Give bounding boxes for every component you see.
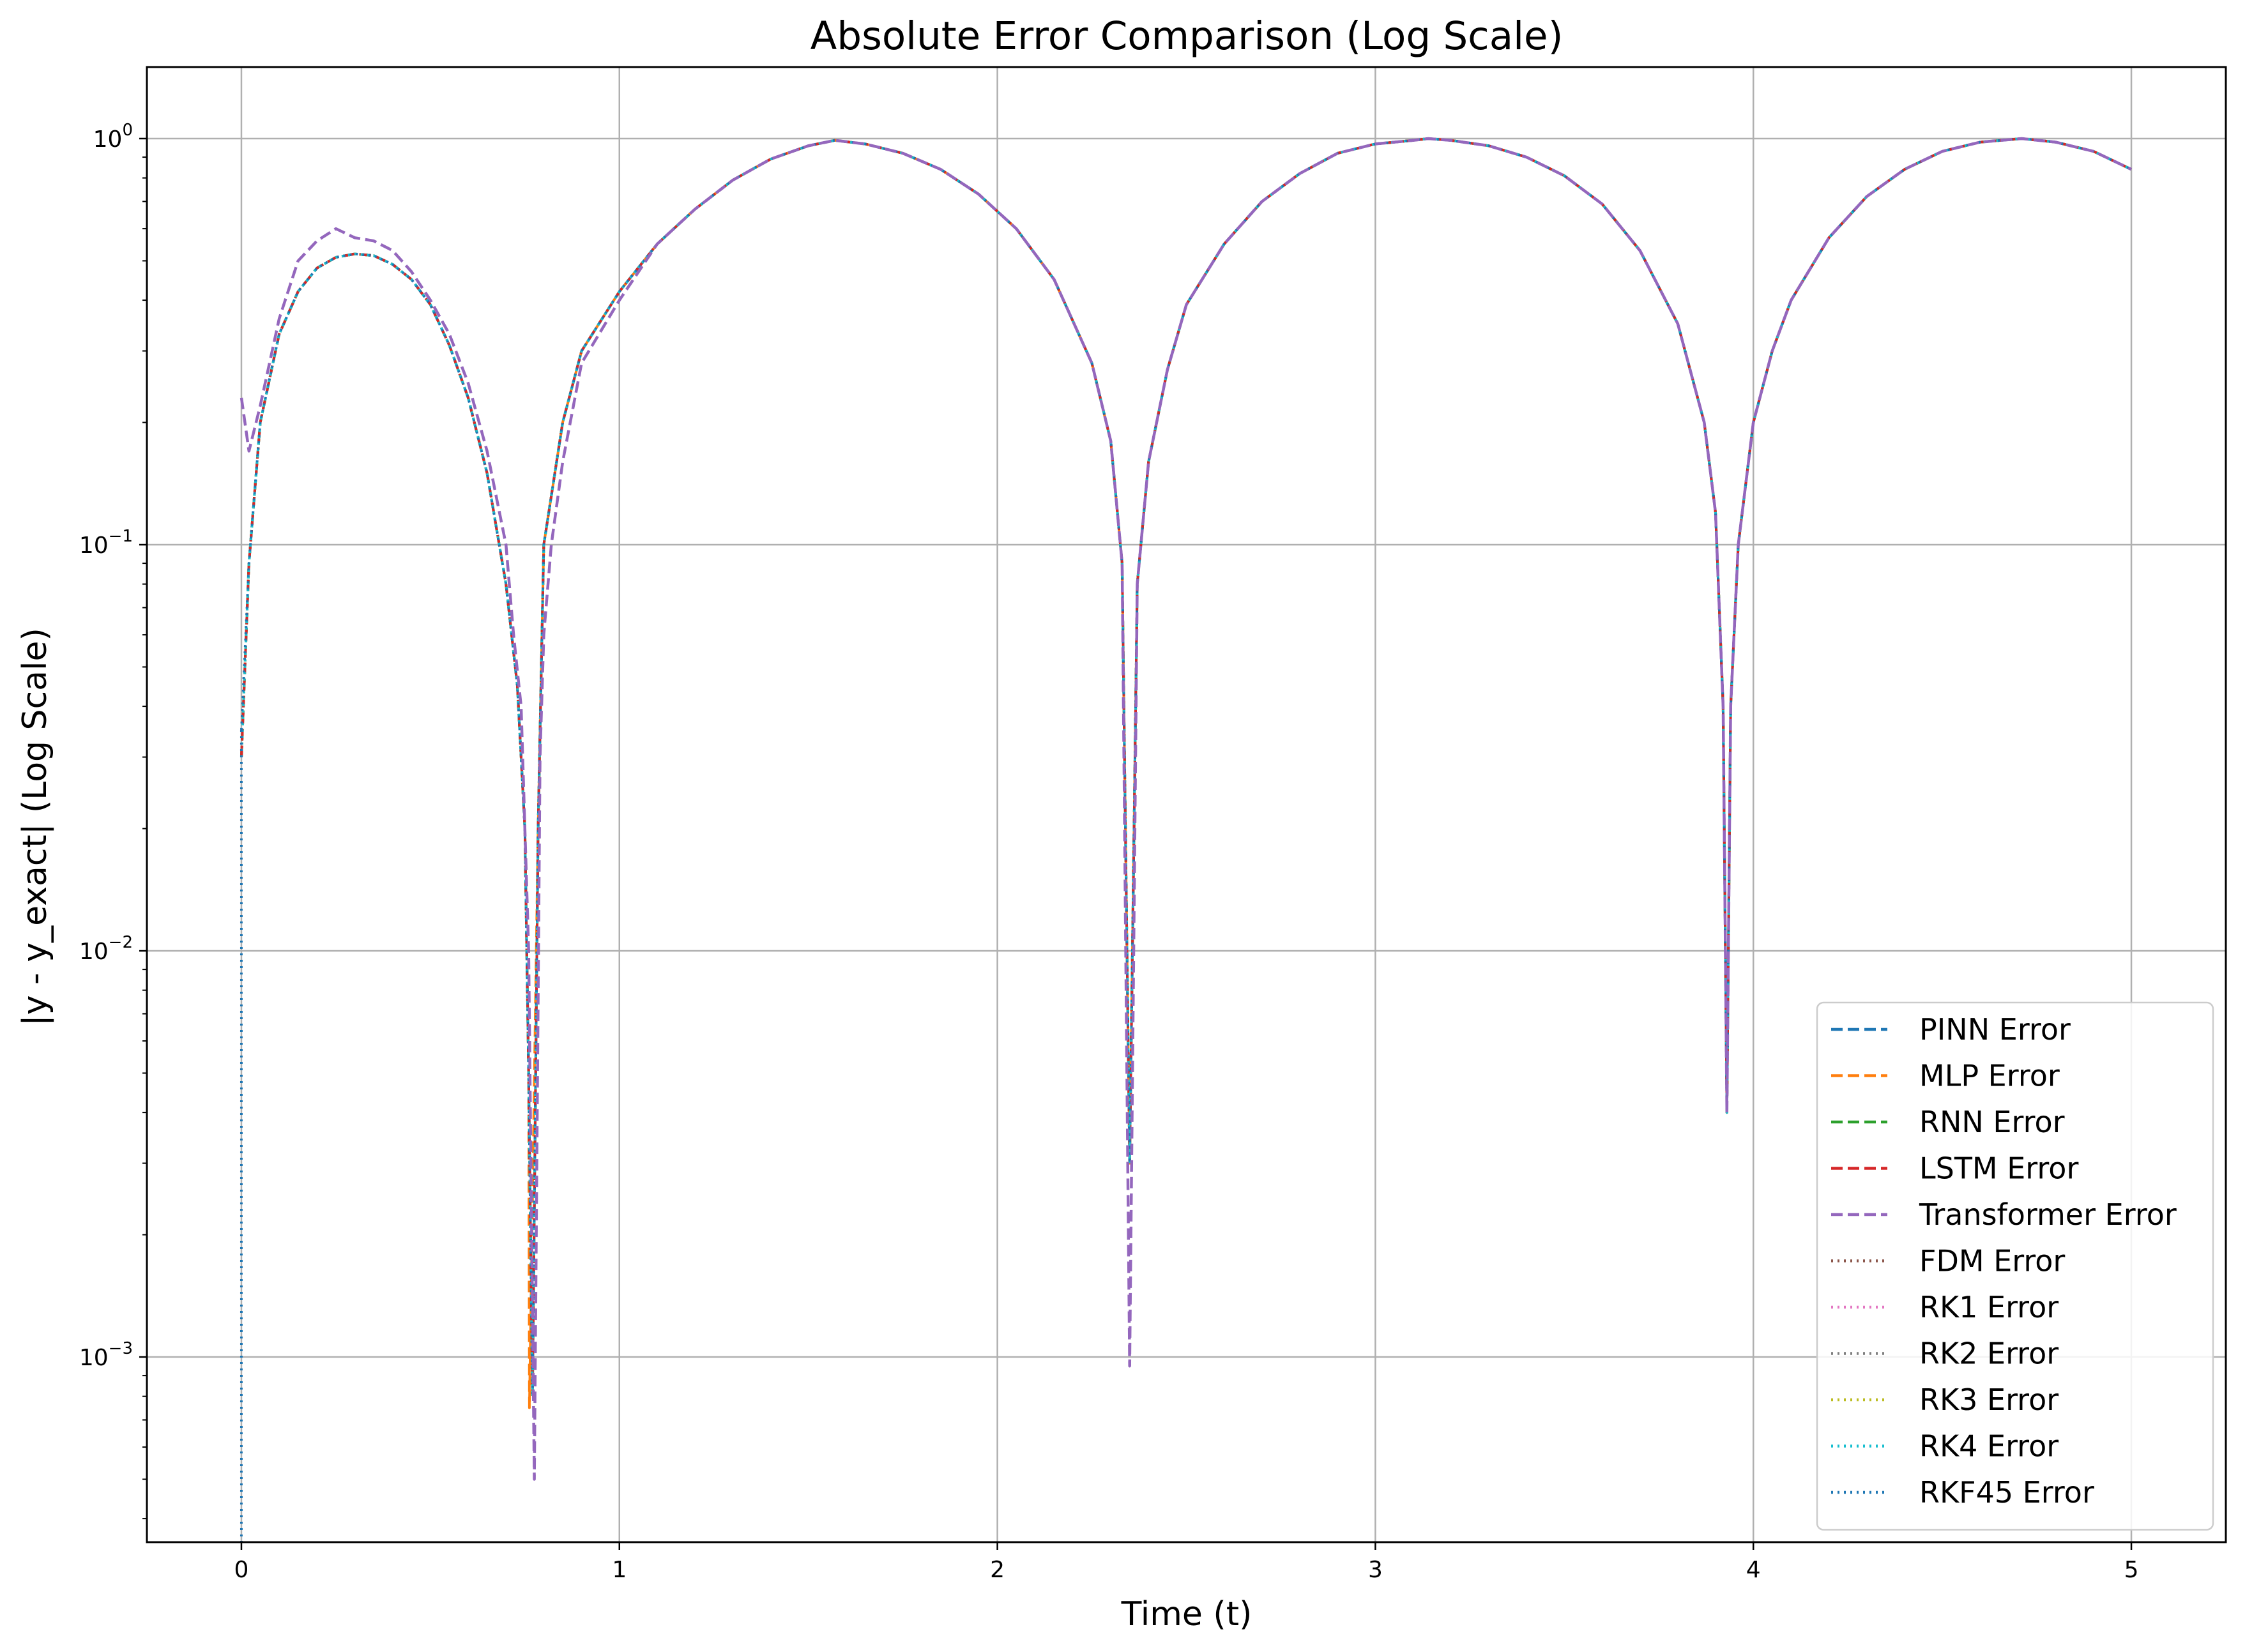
- legend-label: RK1 Error: [1919, 1290, 2059, 1324]
- legend-label: RK2 Error: [1919, 1337, 2059, 1371]
- legend-label: PINN Error: [1919, 1012, 2071, 1047]
- series-line-transformer: [240, 137, 2132, 1481]
- x-tick-label: 3: [1368, 1557, 1383, 1583]
- y-tick-label: 10−3: [79, 1339, 133, 1371]
- y-tick-label: 10−2: [79, 933, 133, 965]
- x-tick-label: 0: [234, 1557, 249, 1583]
- legend-label: MLP Error: [1919, 1059, 2060, 1093]
- x-tick-label: 4: [1746, 1557, 1761, 1583]
- legend-label: RK4 Error: [1919, 1429, 2059, 1464]
- legend-label: RNN Error: [1919, 1105, 2065, 1139]
- legend-label: RK3 Error: [1919, 1383, 2059, 1417]
- y-tick-label: 10−1: [79, 527, 133, 559]
- y-axis: 100 10−1 10−2 10−3: [79, 121, 147, 1520]
- axes-border: [146, 66, 2227, 1543]
- series-line-9: [240, 137, 2132, 1398]
- legend-label: RKF45 Error: [1919, 1475, 2094, 1510]
- chart-title: Absolute Error Comparison (Log Scale): [810, 13, 1564, 59]
- legend-box: [1816, 1001, 2214, 1531]
- x-tick-label: 2: [990, 1557, 1005, 1583]
- axes-frame: [146, 66, 2227, 1543]
- legend-label: LSTM Error: [1919, 1151, 2078, 1186]
- x-tick-label: 5: [2124, 1557, 2139, 1583]
- y-axis-label: |y - y_exact| (Log Scale): [16, 628, 54, 1026]
- legend-label: Transformer Error: [1919, 1197, 2177, 1232]
- y-tick-label: 100: [93, 121, 133, 153]
- x-axis: 0 1 2 3 4 5: [234, 1542, 2139, 1583]
- plot-area: [240, 137, 2132, 1542]
- x-tick-label: 1: [612, 1557, 627, 1583]
- x-axis-label: Time (t): [1121, 1595, 1252, 1633]
- legend-label: FDM Error: [1919, 1244, 2065, 1278]
- legend: PINN Error MLP Error RNN Error LSTM Error Tr…: [1816, 1001, 2214, 1531]
